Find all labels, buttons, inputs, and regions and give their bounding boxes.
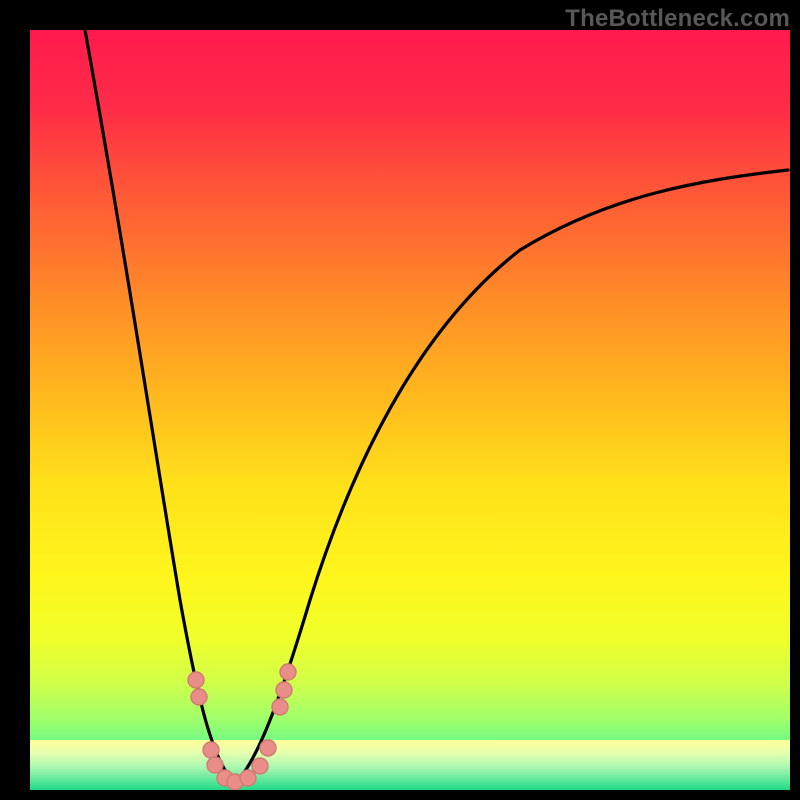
- curve-marker: [191, 689, 207, 705]
- curve-marker: [203, 742, 219, 758]
- curve-marker: [260, 740, 276, 756]
- green-band: [30, 740, 790, 790]
- curve-marker: [252, 758, 268, 774]
- curve-marker: [188, 672, 204, 688]
- curve-marker: [240, 770, 256, 786]
- watermark-text: TheBottleneck.com: [565, 5, 790, 33]
- curve-marker: [280, 664, 296, 680]
- gradient-background: [30, 30, 790, 790]
- bottleneck-chart: [30, 30, 790, 790]
- curve-marker: [276, 682, 292, 698]
- curve-marker: [272, 699, 288, 715]
